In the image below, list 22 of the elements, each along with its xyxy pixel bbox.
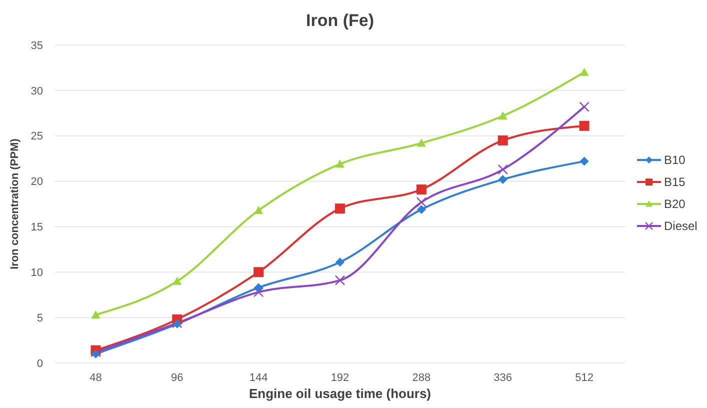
y-tick-label: 15 [30,222,43,234]
legend-label: Diesel [664,219,698,234]
legend-label: B10 [664,153,686,168]
y-axis-title: Iron concentration (PPM) [9,138,21,270]
y-tick-label: 5 [36,312,43,324]
y-tick-label: 35 [30,40,43,52]
chart-title: Iron (Fe) [306,11,374,30]
x-tick-label: 336 [494,372,512,384]
legend-label: B15 [664,175,686,190]
y-tick-label: 10 [30,266,43,279]
x-tick-label: 288 [412,372,431,384]
y-tick-label: 0 [36,358,43,370]
legend-label: B20 [664,197,686,212]
x-tick-label: 192 [330,372,350,384]
x-tick-label: 48 [90,372,102,384]
x-axis-title: Engine oil usage time (hours) [248,386,432,401]
y-tick-label: 25 [30,130,43,143]
y-tick-label: 30 [30,85,43,98]
x-tick-label: 96 [171,372,184,384]
y-tick-label: 20 [30,176,43,188]
x-tick-label: 512 [575,372,594,384]
x-tick-label: 144 [249,372,268,384]
